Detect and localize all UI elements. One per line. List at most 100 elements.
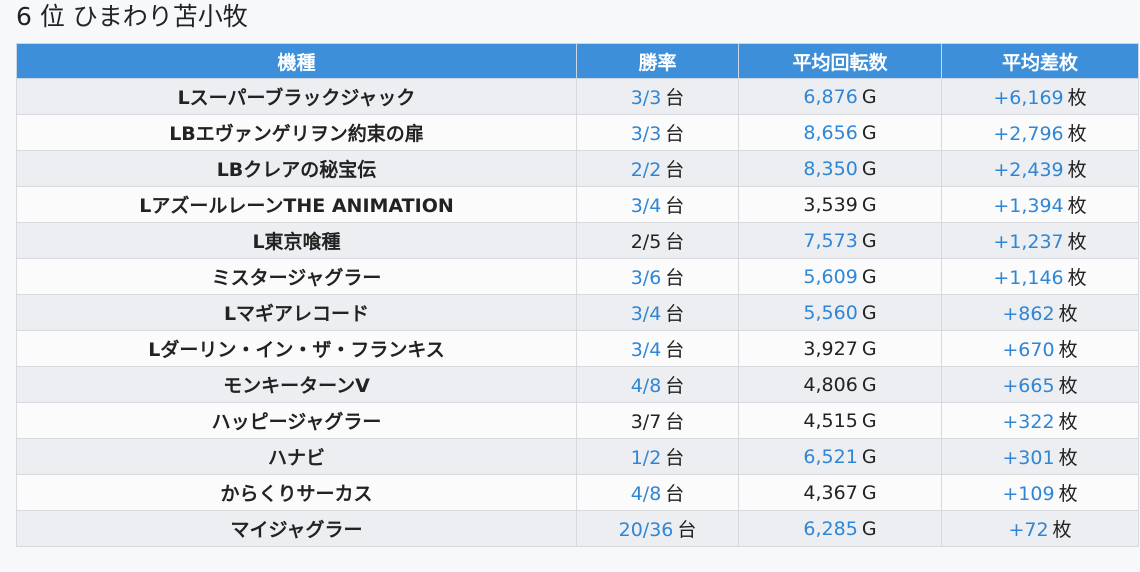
avg-diff-unit: 枚 [1058,375,1078,397]
avg-spins-unit: G [861,193,877,216]
avg-diff-value[interactable]: +670 [1002,339,1055,361]
avg-spins[interactable]: 8,656 G [738,114,942,151]
avg-spins-value[interactable]: 6,876 [803,85,858,108]
win-rate-unit: 台 [665,339,685,361]
avg-diff-value[interactable]: +109 [1002,483,1055,505]
avg-diff-value[interactable]: +1,237 [993,231,1064,253]
avg-spins-value[interactable]: 8,656 [803,121,858,144]
win-rate[interactable]: 3/3 台 [576,114,739,151]
avg-spins-unit: G [861,121,877,144]
avg-spins-unit: G [861,157,877,180]
machine-name: マイジャグラー [16,510,577,547]
machine-name: LBクレアの秘宝伝 [16,150,577,187]
win-rate-value[interactable]: 2/2 [630,159,662,181]
avg-diff[interactable]: +1,146 枚 [941,258,1139,295]
win-rate-value[interactable]: 4/8 [630,375,662,397]
avg-spins-value[interactable]: 8,350 [803,157,858,180]
win-rate-value[interactable]: 3/3 [630,87,662,109]
avg-diff-value[interactable]: +665 [1002,375,1055,397]
win-rate-value[interactable]: 3/4 [630,195,662,217]
win-rate[interactable]: 1/2 台 [576,438,739,475]
avg-diff-value[interactable]: +862 [1002,303,1055,325]
avg-spins[interactable]: 8,350 G [738,150,942,187]
avg-diff-value[interactable]: +1,394 [993,195,1064,217]
avg-diff-value[interactable]: +2,796 [993,123,1064,145]
avg-diff-unit: 枚 [1052,519,1072,541]
win-rate: 2/5 台 [576,222,739,259]
win-rate[interactable]: 3/4 台 [576,330,739,367]
win-rate[interactable]: 20/36 台 [576,510,739,547]
win-rate-value[interactable]: 4/8 [630,483,662,505]
avg-diff[interactable]: +665 枚 [941,366,1139,403]
avg-spins[interactable]: 5,560 G [738,294,942,331]
win-rate-value[interactable]: 3/6 [630,267,662,289]
table-row: ミスタージャグラー 3/6 台 5,609 G +1,146 枚 [16,258,1139,295]
avg-spins-value[interactable]: 5,560 [803,301,858,324]
win-rate-value[interactable]: 20/36 [618,519,674,541]
avg-diff-value[interactable]: +1,146 [993,267,1064,289]
avg-spins-value[interactable]: 6,285 [803,517,858,540]
avg-spins-value[interactable]: 7,573 [803,229,858,252]
avg-diff[interactable]: +109 枚 [941,474,1139,511]
avg-spins[interactable]: 6,521 G [738,438,942,475]
avg-diff-value[interactable]: +72 [1008,519,1049,541]
avg-diff[interactable]: +1,394 枚 [941,186,1139,223]
machine-name: L東京喰種 [16,222,577,259]
avg-diff[interactable]: +322 枚 [941,402,1139,439]
avg-diff-unit: 枚 [1067,159,1087,181]
avg-diff-value[interactable]: +301 [1002,447,1055,469]
machine-name: LBエヴァンゲリヲン約束の扉 [16,114,577,151]
avg-spins[interactable]: 6,285 G [738,510,942,547]
win-rate-unit: 台 [665,195,685,217]
win-rate[interactable]: 3/4 台 [576,294,739,331]
win-rate-value: 2/5 [630,231,662,253]
avg-diff-value[interactable]: +322 [1002,411,1055,433]
table-row: LBエヴァンゲリヲン約束の扉 3/3 台 8,656 G +2,796 枚 [16,114,1139,151]
win-rate[interactable]: 3/4 台 [576,186,739,223]
avg-diff[interactable]: +72 枚 [941,510,1139,547]
avg-spins-value: 4,806 [803,373,858,396]
avg-spins-unit: G [861,265,877,288]
win-rate-value[interactable]: 3/4 [630,339,662,361]
avg-spins[interactable]: 7,573 G [738,222,942,259]
machine-name: Lダーリン・イン・ザ・フランキス [16,330,577,367]
win-rate[interactable]: 2/2 台 [576,150,739,187]
machine-name-value: LBエヴァンゲリヲン約束の扉 [169,123,424,145]
avg-diff[interactable]: +670 枚 [941,330,1139,367]
win-rate[interactable]: 4/8 台 [576,474,739,511]
avg-spins: 3,539 G [738,186,942,223]
machine-name-value: LBクレアの秘宝伝 [216,159,377,181]
avg-diff-value[interactable]: +6,169 [993,87,1064,109]
win-rate[interactable]: 3/3 台 [576,78,739,115]
avg-spins-unit: G [861,517,877,540]
avg-diff[interactable]: +1,237 枚 [941,222,1139,259]
avg-spins[interactable]: 6,876 G [738,78,942,115]
avg-spins-value: 4,367 [803,481,858,504]
avg-spins-value: 4,515 [803,409,858,432]
avg-spins: 4,806 G [738,366,942,403]
avg-diff[interactable]: +862 枚 [941,294,1139,331]
win-rate-value[interactable]: 1/2 [630,447,662,469]
avg-diff-unit: 枚 [1058,447,1078,469]
machine-name: LアズールレーンTHE ANIMATION [16,186,577,223]
avg-spins-value[interactable]: 5,609 [803,265,858,288]
avg-spins-unit: G [861,229,877,252]
avg-spins-unit: G [861,481,877,504]
win-rate-value[interactable]: 3/4 [630,303,662,325]
avg-diff[interactable]: +2,796 枚 [941,114,1139,151]
machine-name: Lマギアレコード [16,294,577,331]
machine-name: モンキーターンV [16,366,577,403]
win-rate[interactable]: 3/6 台 [576,258,739,295]
avg-diff[interactable]: +2,439 枚 [941,150,1139,187]
win-rate-value[interactable]: 3/3 [630,123,662,145]
table-row: L東京喰種 2/5 台 7,573 G +1,237 枚 [16,222,1139,259]
win-rate-unit: 台 [665,411,685,433]
avg-spins-value[interactable]: 6,521 [803,445,858,468]
avg-diff-value[interactable]: +2,439 [993,159,1064,181]
avg-spins-unit: G [861,373,877,396]
win-rate[interactable]: 4/8 台 [576,366,739,403]
avg-diff[interactable]: +301 枚 [941,438,1139,475]
avg-spins[interactable]: 5,609 G [738,258,942,295]
avg-spins-value: 3,927 [803,337,858,360]
avg-diff[interactable]: +6,169 枚 [941,78,1139,115]
